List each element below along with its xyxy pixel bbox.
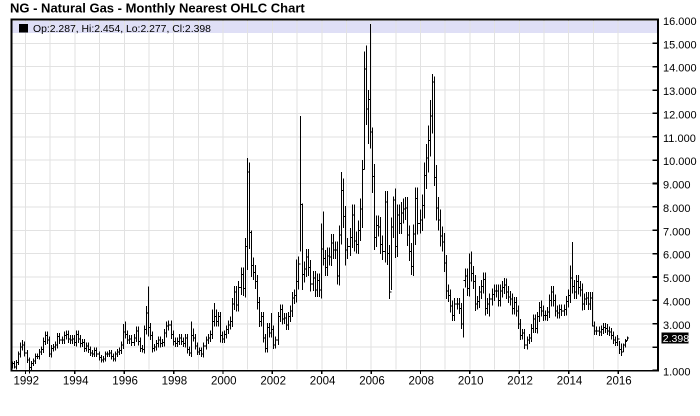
- svg-text:NG - Natural Gas - Monthly Nea: NG - Natural Gas - Monthly Nearest OHLC …: [10, 1, 305, 16]
- svg-text:2004: 2004: [310, 376, 336, 388]
- svg-text:1998: 1998: [162, 376, 188, 388]
- svg-text:3.000: 3.000: [663, 320, 691, 332]
- svg-text:1996: 1996: [112, 376, 138, 388]
- svg-text:2006: 2006: [359, 376, 385, 388]
- svg-text:2012: 2012: [507, 376, 533, 388]
- svg-text:12.000: 12.000: [663, 109, 697, 121]
- svg-text:13.000: 13.000: [663, 86, 697, 98]
- svg-text:14.000: 14.000: [663, 63, 697, 75]
- svg-text:1.000: 1.000: [663, 367, 691, 379]
- svg-text:2.398: 2.398: [663, 333, 689, 345]
- svg-text:10.000: 10.000: [663, 156, 697, 168]
- svg-text:4.000: 4.000: [663, 296, 691, 308]
- svg-text:1994: 1994: [63, 376, 89, 388]
- svg-text:2014: 2014: [557, 376, 583, 388]
- svg-text:2000: 2000: [211, 376, 237, 388]
- svg-text:1992: 1992: [14, 376, 40, 388]
- svg-text:15.000: 15.000: [663, 39, 697, 51]
- svg-text:9.000: 9.000: [663, 180, 691, 192]
- svg-text:5.000: 5.000: [663, 273, 691, 285]
- svg-text:8.000: 8.000: [663, 203, 691, 215]
- svg-text:2010: 2010: [458, 376, 484, 388]
- svg-text:2016: 2016: [606, 376, 632, 388]
- svg-text:16.000: 16.000: [663, 16, 697, 28]
- svg-text:2008: 2008: [409, 376, 435, 388]
- svg-text:7.000: 7.000: [663, 226, 691, 238]
- svg-text:2002: 2002: [260, 376, 286, 388]
- svg-text:Op:2.287, Hi:2.454, Lo:2.277,: Op:2.287, Hi:2.454, Lo:2.277, Cl:2.398: [33, 24, 211, 35]
- svg-text:6.000: 6.000: [663, 250, 691, 262]
- svg-text:11.000: 11.000: [663, 133, 696, 145]
